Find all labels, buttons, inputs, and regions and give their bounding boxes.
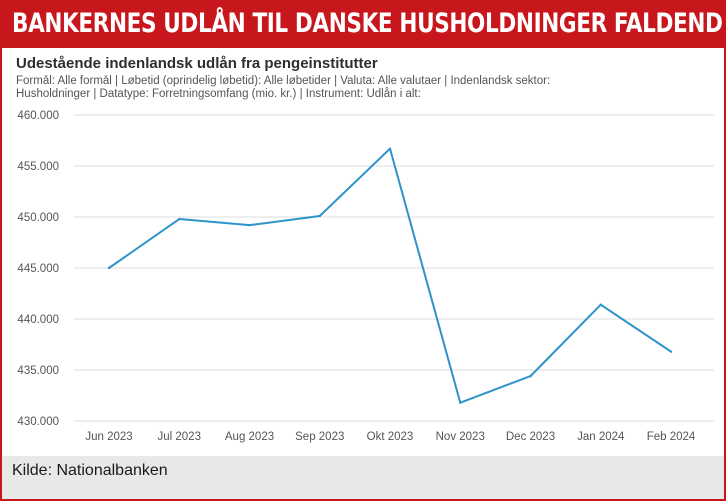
chart-title: Udestående indenlandsk udlån fra pengein…	[16, 55, 378, 72]
x-tick-label: Dec 2023	[506, 431, 555, 443]
x-tick-label: Feb 2024	[647, 431, 696, 443]
chart-subtitle-line-2: Husholdninger | Datatype: Forretningsomf…	[16, 88, 421, 100]
y-tick-label: 450.000	[17, 212, 59, 224]
x-tick-label: Aug 2023	[225, 431, 274, 443]
source-note: Kilde: Nationalbanken	[12, 462, 168, 479]
x-tick-label: Jul 2023	[158, 431, 201, 443]
data-point	[248, 223, 251, 227]
chart-subtitle-line-1: Formål: Alle formål | Løbetid (oprindeli…	[16, 75, 551, 87]
data-point	[459, 401, 462, 404]
data-point	[669, 350, 673, 353]
y-tick-label: 445.000	[17, 263, 59, 275]
y-tick-label: 460.000	[17, 110, 59, 122]
x-tick-label: Nov 2023	[436, 431, 485, 443]
footer: Kilde: Nationalbanken	[2, 456, 724, 499]
page-title: BANKERNES UDLÅN TIL DANSKE HUSHOLDNINGER…	[12, 8, 726, 39]
x-tick-label: Jun 2023	[85, 431, 132, 443]
x-tick-label: Okt 2023	[367, 431, 414, 443]
x-axis: Jun 2023 Jul 2023 Aug 2023 Sep 2023 Okt 2023…	[85, 431, 696, 443]
y-tick-label: 430.000	[17, 416, 59, 428]
data-point	[318, 214, 321, 218]
y-tick-label: 440.000	[17, 314, 59, 326]
title-banner: BANKERNES UDLÅN TIL DANSKE HUSHOLDNINGER…	[2, 2, 724, 48]
y-tick-label: 455.000	[17, 161, 59, 173]
data-point	[178, 217, 181, 221]
chart-subtitle: Formål: Alle formål | Løbetid (oprindeli…	[16, 75, 720, 101]
data-point	[599, 303, 602, 306]
x-tick-label: Sep 2023	[295, 431, 344, 443]
line-chart: 460.000 455.000 450.000 445.000 440.000 435.0…	[17, 110, 714, 443]
data-point	[529, 374, 532, 378]
data-point	[388, 147, 392, 150]
x-tick-label: Jan 2024	[577, 431, 625, 443]
data-point	[107, 266, 111, 270]
gridlines	[74, 114, 714, 422]
y-axis: 460.000 455.000 450.000 445.000 440.000 435.0…	[17, 110, 59, 428]
series-line	[108, 147, 672, 404]
y-tick-label: 435.000	[17, 365, 59, 377]
series-group	[107, 147, 673, 404]
